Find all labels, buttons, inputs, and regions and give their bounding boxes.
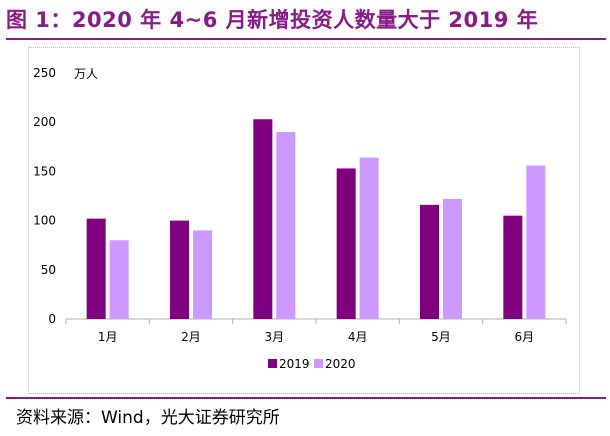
bar-2019 bbox=[503, 215, 523, 319]
y-tick-label: 0 bbox=[48, 312, 56, 326]
footer-divider bbox=[6, 397, 606, 399]
bar-2020 bbox=[443, 198, 462, 319]
x-tick-label: 6月 bbox=[515, 330, 535, 344]
bar-2020 bbox=[193, 230, 212, 319]
bar-2019 bbox=[253, 119, 273, 319]
y-tick-label: 200 bbox=[33, 115, 56, 129]
x-tick-label: 2月 bbox=[181, 330, 201, 344]
bar-chart: 万人 0 50 100 150 200 250 1月 2月 3月 4月 5月 6月 2019 2020 bbox=[33, 66, 567, 371]
bar-2019 bbox=[86, 218, 106, 319]
bar-2020 bbox=[526, 165, 546, 319]
x-tick-label: 1月 bbox=[98, 330, 118, 344]
bar-2019 bbox=[420, 204, 439, 319]
legend-swatch-2020 bbox=[314, 359, 323, 368]
title-divider bbox=[6, 38, 606, 40]
chart-frame bbox=[28, 47, 580, 394]
x-tick-label: 4月 bbox=[348, 330, 368, 344]
chart-title: 图 1：2020 年 4~6 月新增投资人数量大于 2019 年 bbox=[6, 8, 539, 32]
source-note: 资料来源：Wind，光大证券研究所 bbox=[16, 408, 280, 428]
legend-swatch-2019 bbox=[268, 359, 277, 368]
bar-2020 bbox=[109, 240, 129, 319]
bar-2019 bbox=[170, 220, 189, 319]
bar-2019 bbox=[336, 168, 356, 319]
y-unit-label: 万人 bbox=[74, 67, 98, 81]
x-tick-label: 3月 bbox=[265, 330, 285, 344]
y-tick-label: 250 bbox=[33, 66, 56, 80]
y-tick-label: 50 bbox=[41, 263, 56, 277]
bar-2020 bbox=[276, 132, 296, 319]
bar-2020 bbox=[359, 157, 379, 319]
x-tick-label: 5月 bbox=[431, 330, 451, 344]
legend-label: 2020 bbox=[325, 357, 356, 371]
legend-label: 2019 bbox=[279, 357, 310, 371]
y-tick-label: 150 bbox=[33, 164, 56, 178]
y-tick-label: 100 bbox=[33, 214, 56, 228]
